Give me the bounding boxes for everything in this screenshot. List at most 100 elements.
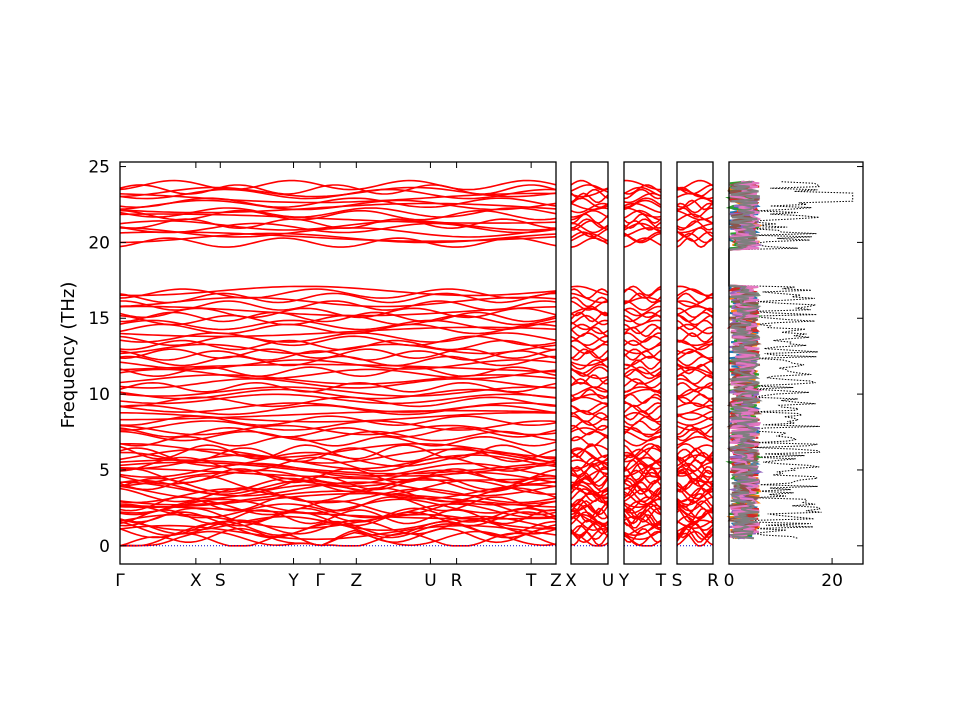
- band-line: [676, 227, 714, 238]
- band-line: [119, 179, 557, 191]
- band-line: [119, 462, 557, 478]
- band-line: [676, 210, 714, 221]
- band-line: [570, 359, 609, 370]
- dos-x-tick-label: 0: [724, 571, 735, 591]
- band-line: [570, 498, 609, 514]
- band-line: [119, 415, 557, 427]
- band-line: [570, 350, 609, 361]
- band-line: [119, 359, 557, 370]
- band-line: [119, 285, 557, 297]
- band-line: [119, 492, 557, 509]
- band-line: [570, 314, 609, 326]
- band-line: [623, 237, 662, 248]
- band-line: [119, 386, 557, 397]
- band-line: [570, 435, 609, 447]
- band-line: [570, 481, 609, 497]
- x-tick-label: X: [565, 571, 577, 591]
- band-line: [676, 359, 714, 370]
- band-line: [570, 444, 609, 459]
- band-line: [676, 319, 714, 331]
- band-line: [676, 459, 714, 475]
- band-line: [119, 420, 557, 431]
- band-line: [623, 186, 662, 197]
- band-lines: [119, 179, 714, 547]
- dos-panel-frame: [728, 161, 864, 565]
- band-line: [676, 465, 714, 482]
- band-line: [570, 188, 609, 200]
- band-line: [676, 300, 714, 311]
- y-tick-label: 25: [88, 158, 110, 178]
- band-line: [623, 396, 662, 407]
- band-line: [119, 447, 557, 463]
- band-panel-frame: [623, 161, 662, 565]
- band-line: [676, 402, 714, 411]
- band-line: [623, 231, 662, 243]
- band-line: [570, 411, 609, 423]
- band-line: [570, 420, 609, 431]
- band-line: [623, 332, 662, 343]
- band-line: [119, 515, 557, 531]
- band-line: [570, 386, 609, 397]
- band-line: [120, 300, 557, 311]
- band-panel-3: [623, 179, 662, 547]
- band-line: [119, 363, 557, 373]
- band-line: [676, 288, 714, 299]
- band-line: [570, 292, 609, 304]
- band-line: [570, 468, 609, 484]
- band-line: [570, 197, 609, 209]
- band-line: [623, 443, 662, 459]
- band-line: [623, 477, 662, 493]
- band-line: [676, 232, 714, 244]
- band-line: [119, 319, 557, 331]
- band-line: [570, 377, 609, 389]
- band-line: [570, 202, 609, 211]
- band-line: [570, 220, 609, 231]
- band-line: [623, 488, 662, 503]
- band-line: [120, 409, 557, 421]
- band-line: [119, 350, 557, 361]
- band-line: [570, 511, 609, 527]
- band-line: [119, 368, 557, 380]
- band-line: [570, 231, 609, 243]
- band-line: [676, 423, 714, 431]
- band-line: [120, 411, 557, 423]
- band-line: [676, 202, 714, 214]
- band-line: [119, 288, 557, 299]
- band-line: [570, 484, 609, 500]
- band-line: [623, 209, 662, 221]
- band-line: [119, 527, 557, 547]
- band-line: [623, 366, 662, 378]
- band-panel-frame: [119, 161, 557, 565]
- band-line: [676, 377, 714, 389]
- band-line: [570, 427, 609, 437]
- band-line: [119, 332, 557, 343]
- band-panel-frame: [570, 161, 609, 565]
- band-line: [570, 368, 609, 380]
- band-line: [570, 222, 609, 234]
- band-line: [623, 435, 662, 447]
- x-tick-label: T: [655, 571, 667, 591]
- band-line: [570, 465, 609, 481]
- x-tick-label: Γ: [315, 571, 325, 591]
- x-tick-label: Z: [350, 571, 362, 591]
- band-line: [623, 285, 662, 297]
- band-panel-4: [676, 179, 714, 547]
- band-line: [623, 503, 662, 519]
- band-line: [119, 199, 557, 211]
- band-line: [623, 504, 662, 520]
- band-line: [623, 507, 662, 523]
- band-line: [676, 430, 714, 442]
- band-line: [570, 388, 609, 400]
- dos-partial-curve: [728, 180, 763, 540]
- x-tick-label: Y: [287, 571, 299, 591]
- dos-total-curve: [728, 181, 854, 539]
- band-line: [623, 188, 662, 200]
- band-line: [570, 335, 609, 347]
- band-panel-2: [570, 179, 609, 547]
- x-tick-label: U: [424, 571, 436, 591]
- band-line: [119, 443, 557, 459]
- band-line: [570, 504, 609, 520]
- band-line: [676, 381, 713, 393]
- band-line: [676, 222, 714, 234]
